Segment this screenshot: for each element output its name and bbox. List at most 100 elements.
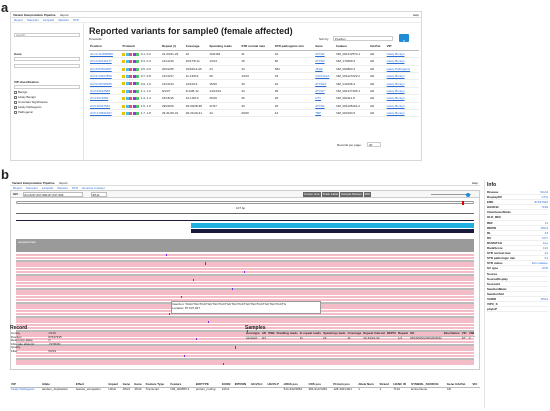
table-row[interactable]: chr6:170561907 1.7, 1.8 29-31/29-31 29-31/… (89, 109, 419, 118)
table-row[interactable]: chr22:45795355 0.9, 1.0 13/13/13 12/12/14 1… (89, 79, 419, 88)
vip-option[interactable]: Pathogenic (14, 110, 80, 114)
gene-filter-input-2[interactable] (14, 64, 80, 68)
column-header[interactable]: Coverage (184, 43, 209, 51)
column-header[interactable]: VIP (385, 43, 419, 51)
table-cell[interactable]: Likely Benign (385, 57, 419, 66)
column-header[interactable]: Feature (335, 43, 369, 51)
table-cell[interactable]: chr16:87604287 (89, 65, 122, 74)
table-cell[interactable]: Likely Benign (385, 102, 419, 111)
vip-classification-select[interactable] (14, 85, 80, 89)
checkbox[interactable] (14, 100, 17, 104)
position-link[interactable]: chr3:63912686 (90, 89, 111, 94)
column-header[interactable]: SYMBOL_SOURCE (410, 383, 446, 388)
column-header[interactable]: cDNA pos (282, 383, 308, 388)
breadcrumb-item[interactable]: sample0 (42, 18, 55, 22)
table-row[interactable]: chr4:3074681 1.3, 1.4 16/16/16 12-13/8-9 26… (89, 94, 419, 103)
table-row[interactable]: chr16:87604287 0.5, 0.6 20/22/25 16/16/14-… (89, 65, 419, 74)
column-header[interactable]: REPCI (385, 332, 397, 337)
column-header[interactable]: Impact (107, 383, 122, 388)
breadcrumb-item[interactable]: Samples (27, 18, 39, 22)
breadcrumb-item[interactable]: Report (14, 18, 24, 22)
column-header[interactable]: Proband (121, 43, 161, 51)
table-cell[interactable]: Likely Benign (385, 87, 419, 96)
vip-link[interactable]: Likely Benign (386, 111, 405, 116)
download-button[interactable] (399, 34, 409, 46)
column-header[interactable]: Inh.Pat. (368, 43, 386, 51)
vip-option[interactable]: Uncertain Significance (14, 100, 80, 104)
column-header[interactable]: Spanning reads (322, 332, 347, 337)
table-cell[interactable]: Likely Pathogenic (11, 387, 35, 391)
column-header[interactable]: HGVS.C (250, 383, 267, 388)
column-header[interactable]: VIC (471, 383, 480, 388)
zoom-slider[interactable] (431, 194, 471, 195)
table-cell[interactable]: Likely Benign (385, 50, 419, 59)
vip-link[interactable]: Likely Benign (386, 81, 405, 86)
gene-link[interactable]: HTT (315, 96, 322, 101)
zoom-handle[interactable] (466, 192, 470, 197)
column-header[interactable]: Allele (40, 383, 75, 388)
column-header[interactable]: Flanking reads (275, 332, 299, 337)
breadcrumb-item[interactable]: STR (71, 186, 78, 190)
table-cell[interactable]: Likely Benign (385, 79, 419, 88)
table-cell[interactable]: chr14:92141277 (89, 57, 122, 66)
vip-link[interactable]: Likely Benign (386, 52, 405, 57)
position-link[interactable]: chr22:45795355 (90, 81, 112, 86)
column-header[interactable]: Inheritance (442, 332, 461, 337)
column-header[interactable]: DSB (267, 332, 276, 337)
vip-link[interactable]: Likely Benign (386, 59, 405, 64)
column-header[interactable]: STR normal max (240, 43, 274, 51)
column-header[interactable]: Feature Type (144, 383, 170, 388)
column-header[interactable]: Protein pos (332, 383, 358, 388)
table-cell[interactable]: Likely Pathogenic (385, 65, 419, 74)
table-cell[interactable]: chr4:3074681 (89, 94, 122, 103)
help-link[interactable]: Help (412, 12, 419, 17)
column-header[interactable]: VIM (467, 332, 476, 337)
column-header[interactable]: BIOTYPE (194, 383, 221, 388)
table-row[interactable]: chr12:111598950 0.1, 0.2 21-23/21-23 22 163… (89, 50, 419, 59)
column-header[interactable]: EXON (220, 383, 234, 388)
breadcrumb-item[interactable]: Report (13, 186, 23, 190)
column-header[interactable]: Gene (121, 383, 134, 388)
table-cell[interactable]: Likely Benign (385, 94, 419, 103)
gene-link[interactable]: CACNA1A (315, 74, 330, 79)
column-header[interactable]: Repeat (!) (161, 43, 185, 51)
column-header[interactable]: Repeat (396, 332, 409, 337)
breadcrumb-item[interactable]: Variants (57, 186, 68, 190)
vip-link[interactable]: Likely Benign (386, 103, 405, 108)
position-link[interactable]: chr19:13207859 (90, 74, 112, 79)
gene-link[interactable]: TBP (315, 111, 322, 116)
column-header[interactable]: Feature (169, 383, 195, 388)
breadcrumb-item[interactable]: Samples (26, 186, 38, 190)
vip-option[interactable]: Likely Pathogenic (14, 105, 80, 109)
position-link[interactable]: chr14:92141277 (90, 59, 112, 64)
column-header[interactable]: Position (89, 43, 122, 51)
igv-button[interactable]: Sample Names (340, 192, 363, 197)
vip-link[interactable]: Likely Benign (386, 89, 405, 94)
help-link-b[interactable]: Help (471, 180, 478, 185)
column-header[interactable]: VIP (10, 383, 41, 388)
column-header[interactable]: HGVS.P (266, 383, 283, 388)
checkbox[interactable] (14, 110, 17, 114)
vip-link[interactable]: Likely Benign (386, 74, 405, 79)
table-cell[interactable]: chr19:13207859 (89, 72, 122, 81)
igv-button[interactable]: Track Label (321, 192, 340, 197)
checkbox[interactable] (14, 105, 17, 109)
table-cell[interactable]: Likely Benign (385, 109, 419, 118)
column-header[interactable]: Gene (314, 43, 336, 51)
position-link[interactable]: chr12:111598950 (90, 52, 113, 57)
column-header[interactable]: CDS pos (307, 383, 333, 388)
gene-link[interactable]: ATXN1 (315, 103, 325, 108)
pager-select[interactable]: 20 (367, 142, 381, 147)
position-link[interactable]: chr6:170561907 (90, 111, 112, 116)
report-menu-b[interactable]: Report (58, 180, 68, 185)
column-header[interactable]: STR pathogenic min (273, 43, 315, 51)
gene-link[interactable]: JPH3 (315, 66, 323, 71)
table-row[interactable]: chr3:63912686 1.1, 1.2 9/13/7 8-13/8-12 14/… (89, 87, 419, 96)
column-header[interactable]: INTRON (233, 383, 251, 388)
igv-button[interactable]: ROI (363, 192, 371, 197)
locus-input[interactable]: chr16:87,637,890-87,637,996 (23, 192, 83, 197)
table-row[interactable]: chr14:92141277 0.3, 0.4 14/14/10 15/17/8-1… (89, 57, 419, 66)
vip-option[interactable]: Likely Benign (14, 95, 80, 99)
checkbox[interactable] (14, 90, 17, 94)
column-header[interactable]: Repeat Interval (362, 332, 386, 337)
